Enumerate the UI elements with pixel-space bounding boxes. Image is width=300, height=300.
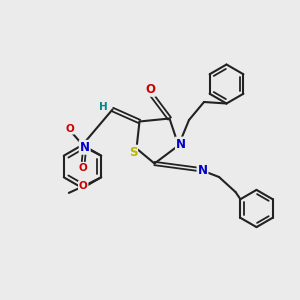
Text: N: N (80, 141, 90, 154)
Text: O: O (79, 163, 88, 173)
Text: N: N (197, 164, 208, 177)
Text: S: S (129, 146, 137, 159)
Text: O: O (79, 181, 88, 191)
Text: O: O (65, 124, 74, 134)
Text: N: N (176, 137, 186, 151)
Text: O: O (145, 83, 155, 96)
Text: H: H (98, 102, 107, 112)
